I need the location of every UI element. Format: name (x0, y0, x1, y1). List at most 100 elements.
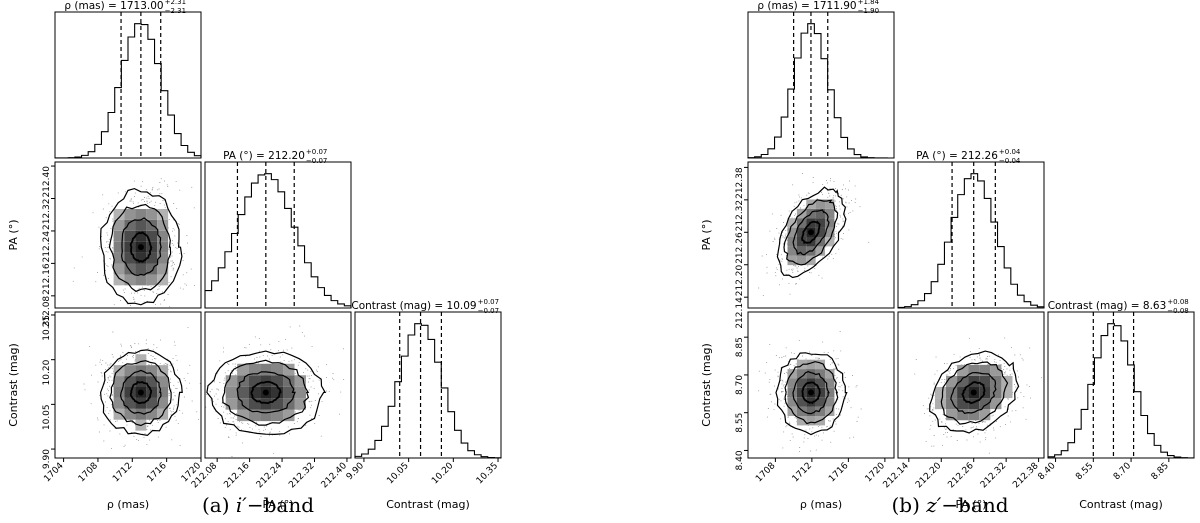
contour-level-4 (206, 350, 327, 436)
density-cell (946, 375, 958, 388)
y-tick-label: 212.14 (735, 297, 745, 329)
density-cell (787, 378, 797, 388)
x-tick-label: 212.16 (222, 461, 252, 491)
x-axis-label: ρ (mas) (107, 498, 149, 511)
density-cell (968, 409, 980, 421)
y-tick-label: 9.90 (42, 449, 52, 469)
density-cell (825, 227, 835, 237)
density-cell (957, 398, 969, 410)
density-cell (825, 199, 835, 209)
figure-caption: (a) i′−band (202, 493, 314, 517)
contour-level-3 (783, 199, 839, 266)
density-cell (825, 378, 835, 388)
caption-band: i′ (236, 493, 247, 517)
density-cell (787, 246, 797, 256)
density-cell (157, 365, 169, 377)
density-cell (113, 252, 125, 264)
density-cell (135, 208, 147, 220)
error-minus-label: −0.04 (999, 157, 1021, 165)
histogram-con: Contrast (mag) = 10.09 +0.07−0.07 9.90 10.0… (345, 298, 502, 511)
density-cell (237, 398, 249, 410)
corner-plot-i-band: ρ (mas) = 1713.00 +2.31−2.31212.08212.162… (7, 0, 502, 517)
x-tick-label: 212.32 (979, 461, 1008, 490)
density-peak (137, 389, 144, 396)
density-content (205, 325, 345, 457)
density-cell (135, 354, 147, 366)
density-cell (248, 409, 261, 422)
density-cell (946, 398, 958, 410)
density-cell (271, 363, 284, 376)
density-cell (806, 255, 816, 266)
density-cell (146, 274, 158, 286)
density-cell (979, 398, 991, 410)
density-cell (283, 363, 295, 376)
x-tick-label: 8.40 (1036, 461, 1057, 482)
error-minus-label: −0.07 (478, 307, 499, 315)
x-tick-label: 212.26 (946, 461, 976, 491)
y-tick-label: 212.24 (42, 231, 52, 263)
density-peak (807, 389, 814, 396)
x-tick-label: 10.05 (385, 461, 410, 486)
y-axis-label: Contrast (mag) (7, 343, 20, 427)
density-cell (113, 397, 125, 409)
corner-plot-z-band: ρ (mas) = 1711.90 +1.84−1.90212.14212.202… (700, 0, 1195, 517)
density-cell (825, 406, 835, 417)
density-cell (157, 274, 169, 286)
density-cell (146, 208, 158, 220)
density-cell (124, 365, 136, 377)
density-cell (113, 408, 125, 420)
contour-level-2 (950, 371, 997, 414)
x-tick-label: 10.35 (475, 461, 500, 486)
density-content (914, 337, 1043, 454)
error-plus-label: +0.04 (999, 148, 1021, 156)
density-cell (260, 363, 272, 376)
x-tick-label: 1712 (791, 461, 814, 484)
contour-level-1 (801, 220, 821, 244)
panel-frame (897, 161, 1045, 309)
density-cell (283, 375, 295, 387)
density-cell (225, 386, 238, 399)
histogram-rho: ρ (mas) = 1711.90 +1.84−1.90 (747, 0, 895, 159)
density-cell (157, 376, 169, 387)
density-cell (124, 230, 136, 242)
density-cell (135, 263, 147, 275)
x-tick-label: 1712 (111, 461, 134, 484)
density-content (758, 331, 862, 453)
contour-level-4 (776, 186, 847, 279)
contour-level-1 (250, 380, 282, 405)
density-peak (807, 229, 814, 236)
density-cell (283, 386, 295, 399)
histogram-step (354, 323, 502, 459)
x-tick-label: 1716 (146, 461, 169, 484)
histogram-pa: PA (°) = 212.20 +0.07−0.07 (204, 148, 352, 309)
error-minus-label: −2.31 (165, 7, 186, 15)
density-cell (113, 386, 125, 398)
density-cell (990, 364, 1002, 376)
density-cell (146, 230, 158, 242)
panel-frame (1047, 311, 1195, 459)
histogram-step (204, 173, 352, 308)
density-cell (825, 387, 835, 398)
density-cell (815, 359, 826, 370)
density-cell (146, 376, 158, 387)
density-cell (815, 397, 826, 407)
contour-level-3 (109, 360, 172, 427)
density-cell (796, 378, 807, 388)
density-cell (113, 230, 125, 242)
figure-caption: (b) z′−band (891, 493, 1008, 517)
density-cell (796, 227, 807, 237)
contour-level-4 (929, 350, 1020, 434)
caption-suffix: −band (247, 493, 314, 517)
density-cell (157, 252, 169, 264)
density-cell (157, 263, 169, 275)
density-content (758, 173, 870, 297)
histogram-con: Contrast (mag) = 8.63 +0.08−0.08 8.40 8.55 8… (1036, 298, 1195, 511)
y-tick-label: 212.40 (42, 166, 52, 198)
x-tick-label: 212.14 (882, 461, 912, 491)
x-tick-label: 8.85 (1150, 461, 1171, 482)
histogram-step (1047, 323, 1195, 459)
x-tick-label: 8.55 (1074, 461, 1095, 482)
density-cell (146, 365, 158, 377)
